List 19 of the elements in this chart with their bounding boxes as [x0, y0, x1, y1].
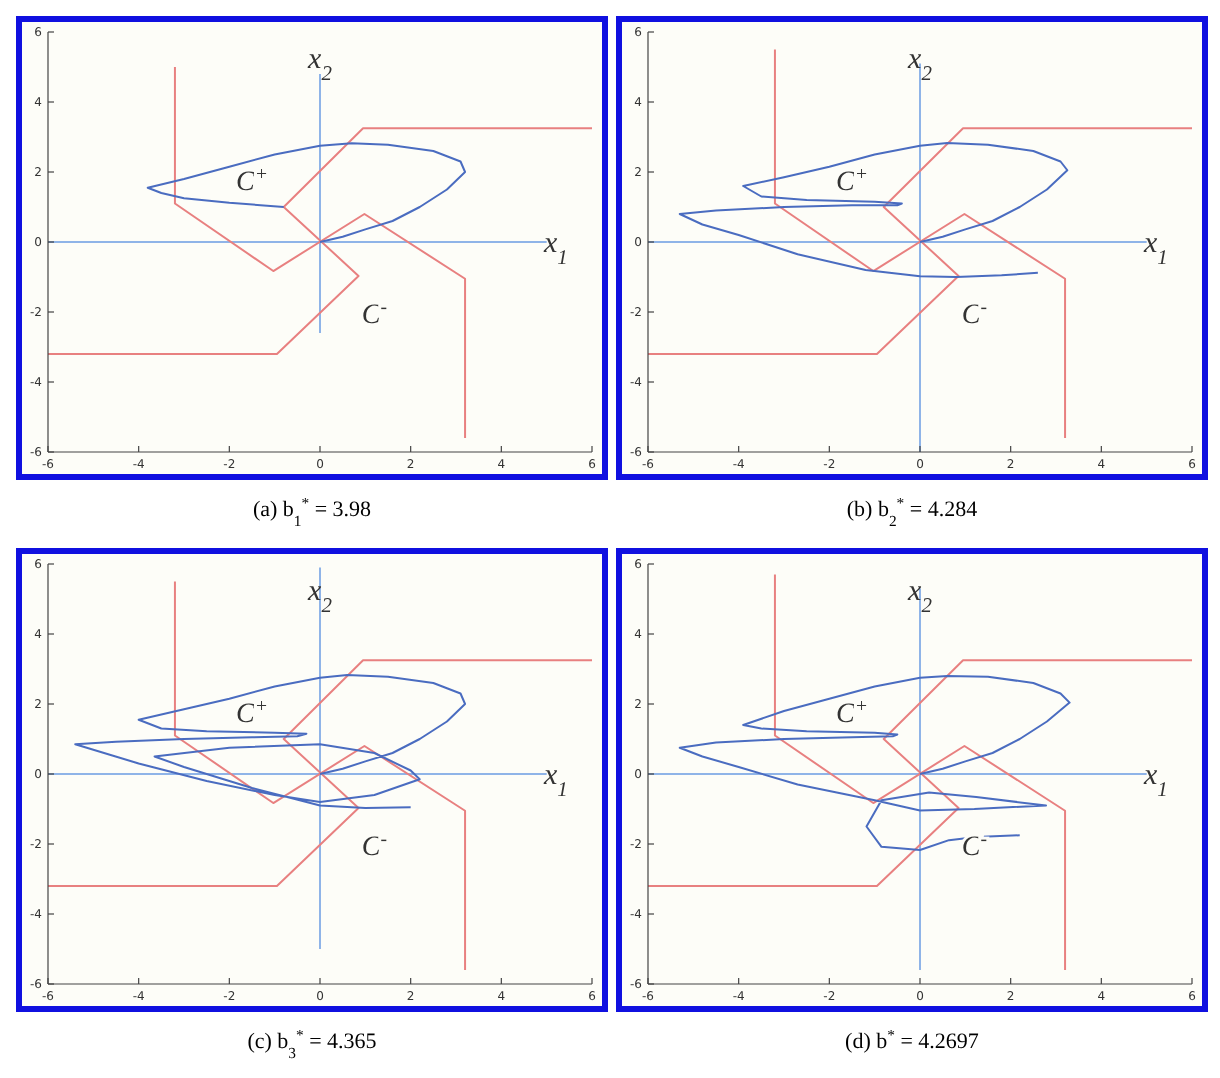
line-series	[146, 142, 467, 243]
text: (b) b$_{2}$$^{*}$ = 4.284	[846, 493, 979, 529]
y-axis-title: x$_{2}$	[306, 44, 334, 85]
annotation: C$^{+}$	[236, 162, 268, 198]
annotation: C$^{+}$	[836, 162, 868, 198]
y-axis-title: x$_{2}$	[306, 576, 334, 617]
line-series	[678, 141, 1069, 278]
x-axis-title: x$_{1}$	[542, 760, 568, 801]
text: (d) b$^{*}$ = 4.2697	[845, 1025, 980, 1054]
line-series	[74, 673, 467, 809]
text: (a) b$_{1}$$^{*}$ = 3.98	[252, 493, 373, 529]
x-axis-title: x$_{1}$	[542, 228, 568, 269]
text: (c) b$_{3}$$^{*}$ = 4.365	[247, 1025, 378, 1061]
y-axis-title: x$_{2}$	[906, 44, 934, 85]
y-axis-title: x$_{2}$	[906, 576, 934, 617]
x-axis-title: x$_{1}$	[1142, 760, 1168, 801]
annotation: C$^{+}$	[836, 694, 868, 730]
annotation: C$^{+}$	[236, 694, 268, 730]
x-axis-title: x$_{1}$	[1142, 228, 1168, 269]
